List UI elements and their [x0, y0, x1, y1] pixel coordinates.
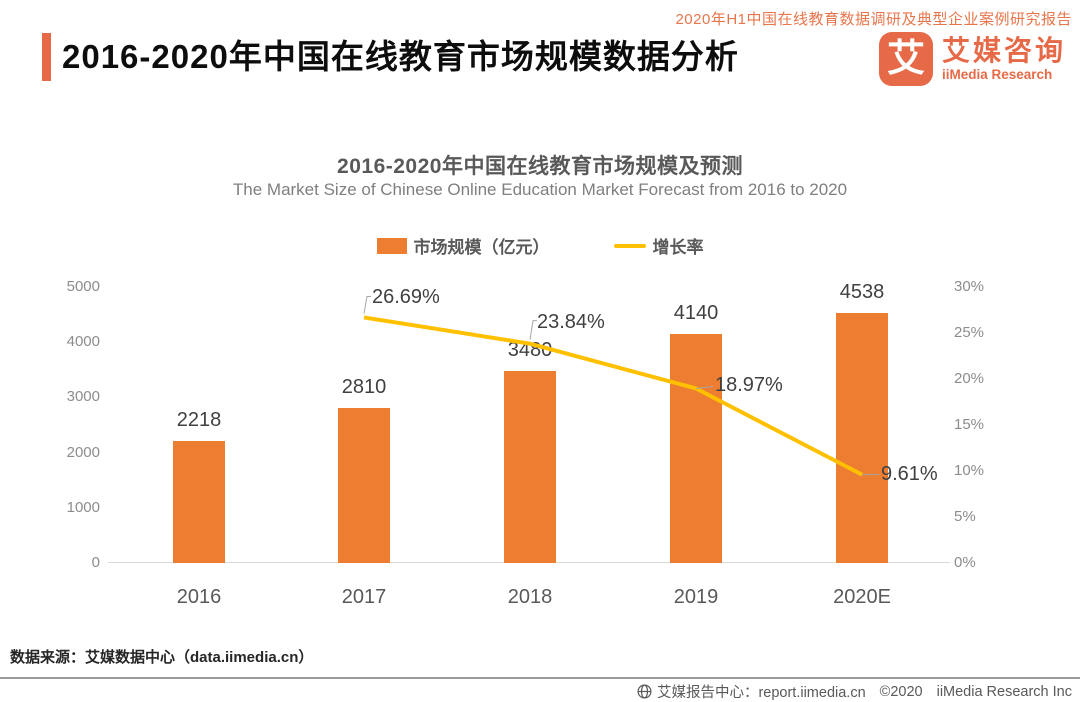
bar-value-label: 3480: [507, 338, 553, 361]
logo-mark-icon: 艾: [878, 32, 933, 86]
footer-bar: 艾媒报告中心：report.iimedia.cn ©2020 iiMedia R…: [637, 681, 1072, 702]
growth-label-leader: [363, 295, 371, 314]
y-axis-left-tick: 3000: [66, 388, 100, 406]
footer-copyright: ©2020: [879, 683, 923, 700]
growth-rate-label: 18.97%: [715, 374, 783, 397]
bar: [338, 407, 390, 563]
y-axis-left-tick: 5000: [66, 278, 100, 295]
y-axis-right-tick: 20%: [954, 370, 985, 387]
logo-mark-glyph: 艾: [886, 38, 925, 80]
x-axis-category-label: 2016: [176, 586, 222, 608]
growth-rate-label: 26.69%: [372, 286, 440, 309]
x-axis-category-label: 2018: [507, 586, 553, 608]
logo-name-cn: 艾媒咨询: [941, 34, 1066, 66]
x-axis-category-label: 2020E: [833, 586, 891, 608]
bar-series-swatch-icon: [376, 237, 407, 254]
x-axis-category-label: 2017: [341, 586, 387, 608]
y-axis-left-tick: 4000: [66, 333, 100, 351]
title-accent-bar: [42, 33, 51, 81]
y-axis-left-tick: 0: [91, 554, 100, 571]
logo-name-en: iiMedia Research: [941, 67, 1053, 83]
chart-legend: 市场规模（亿元） 增长率: [0, 233, 1080, 258]
y-axis-right-tick: 25%: [954, 324, 985, 341]
bar-value-label: 2218: [176, 408, 222, 431]
y-axis-right-tick: 15%: [954, 416, 985, 433]
growth-line: [363, 315, 863, 477]
legend-item-growth-rate: 增长率: [613, 233, 704, 258]
y-axis-left-tick: 2000: [66, 443, 100, 461]
chart-title: 2016-2020年中国在线教育市场规模及预测: [337, 155, 743, 178]
legend-item-market-size: 市场规模（亿元）: [376, 233, 550, 258]
growth-rate-label: 23.84%: [537, 310, 605, 333]
bar-value-label: 4140: [673, 302, 719, 325]
y-axis-right-tick: 5%: [954, 508, 976, 525]
y-axis-left-tick: 1000: [66, 498, 100, 516]
growth-label-leader: [695, 385, 714, 389]
bar: [670, 334, 722, 563]
source-note: 数据来源：艾媒数据中心（data.iimedia.cn）: [10, 649, 314, 666]
footer-report-center: 艾媒报告中心：report.iimedia.cn: [656, 685, 866, 701]
legend-line-label: 增长率: [652, 238, 704, 257]
y-axis-right-tick: 10%: [954, 462, 985, 479]
globe-icon: [637, 684, 652, 699]
bar: [836, 312, 888, 563]
bar: [173, 440, 225, 563]
bar-value-label: 4538: [839, 280, 885, 303]
growth-rate-label: 9.61%: [881, 462, 938, 485]
y-axis-right-tick: 30%: [954, 278, 985, 295]
bar: [504, 370, 556, 563]
report-tag: 2020年H1中国在线教育数据调研及典型企业案例研究报告: [675, 11, 1072, 28]
growth-label-leader: [529, 320, 537, 340]
iimedia-logo: 艾 艾媒咨询 iiMedia Research: [878, 32, 1066, 86]
footer-company: iiMedia Research Inc: [936, 683, 1072, 700]
x-axis-line: [108, 562, 950, 563]
x-axis-category-label: 2019: [673, 586, 719, 608]
footer-divider: [0, 677, 1080, 679]
page-title: 2016-2020年中国在线教育市场规模数据分析: [62, 38, 739, 75]
y-axis-right-tick: 0%: [954, 554, 976, 571]
bar-value-label: 2810: [341, 375, 387, 398]
legend-bar-label: 市场规模（亿元）: [413, 238, 550, 257]
logo-text: 艾媒咨询 iiMedia Research: [941, 34, 1066, 83]
chart-subtitle: The Market Size of Chinese Online Educat…: [232, 180, 848, 199]
line-series-swatch-icon: [613, 243, 646, 248]
